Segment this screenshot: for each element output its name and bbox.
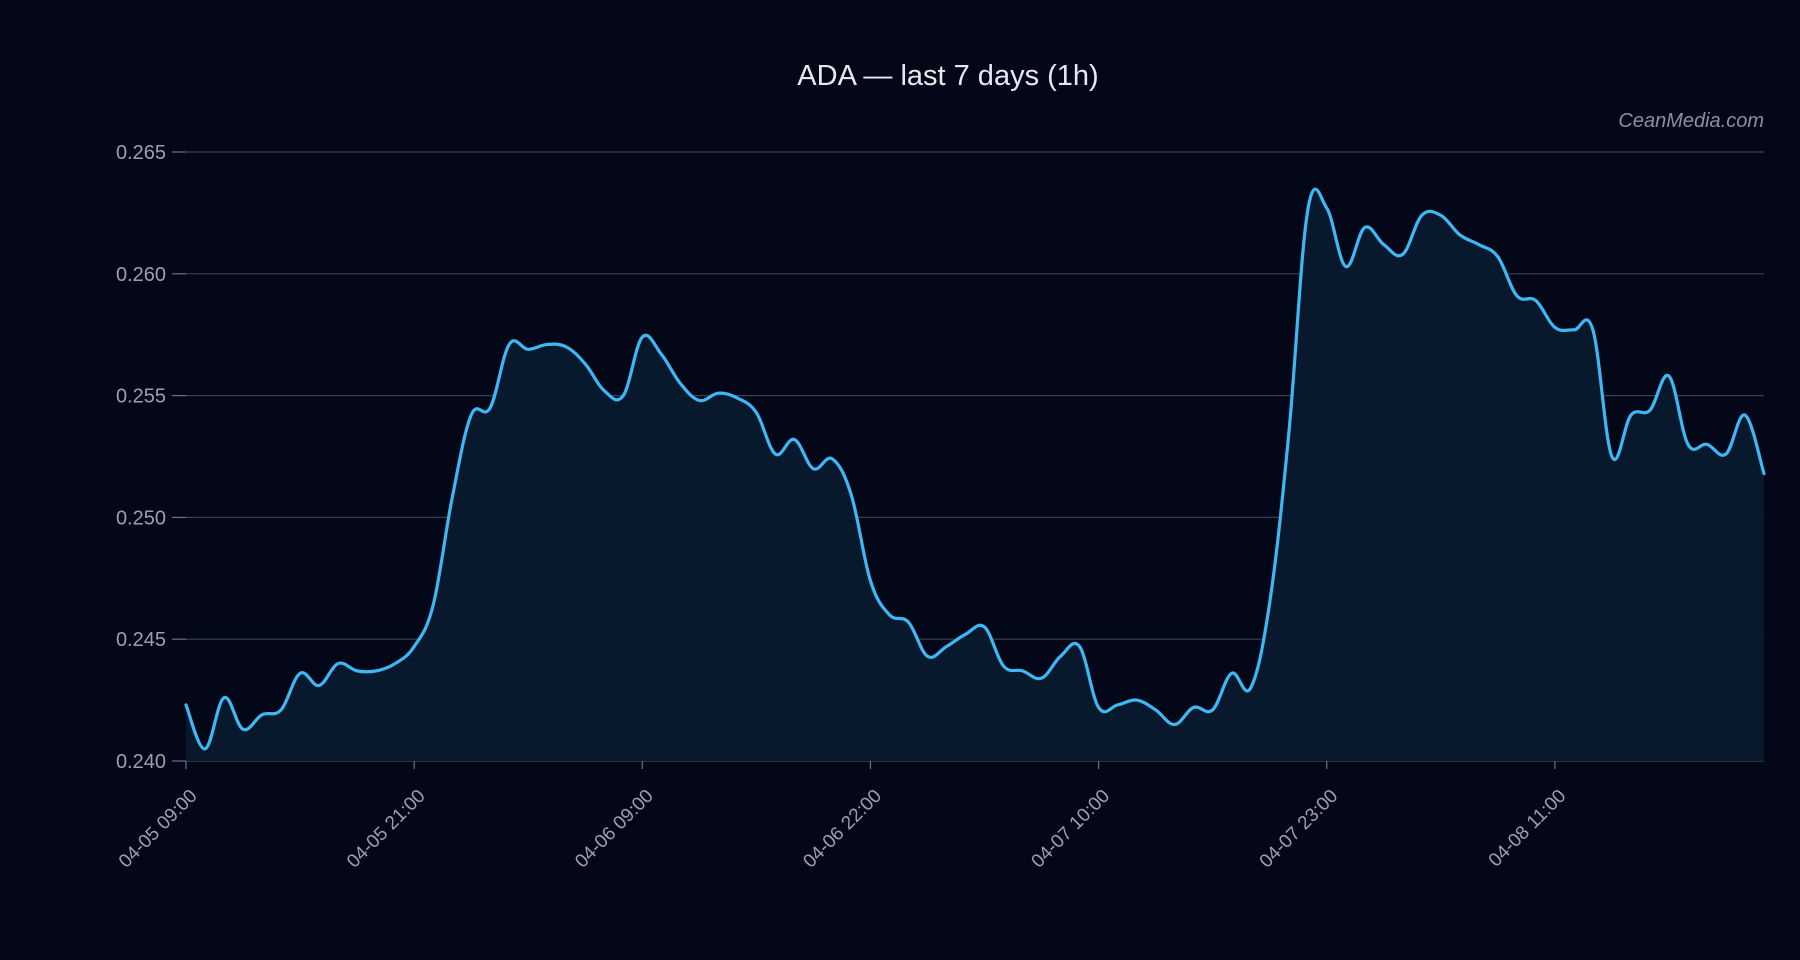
area-fill-layer: [186, 189, 1764, 761]
series-line-layer: [184, 187, 1766, 751]
y-tick-label: 0.260: [116, 264, 166, 286]
y-tick-label: 0.250: [116, 507, 166, 529]
y-tick-label: 0.265: [116, 142, 166, 164]
y-tick-label: 0.255: [116, 386, 166, 408]
series-area: [186, 189, 1764, 761]
y-tick-label: 0.240: [116, 751, 166, 773]
y-tick-label: 0.245: [116, 629, 166, 651]
chart-title: ADA — last 7 days (1h): [797, 60, 1098, 92]
y-axis-ticks: 0.240 0.245 0.250 0.255 0.260 0.265: [116, 142, 186, 773]
watermark-text: CeanMedia.com: [1618, 110, 1764, 132]
series-line: [184, 187, 1766, 751]
